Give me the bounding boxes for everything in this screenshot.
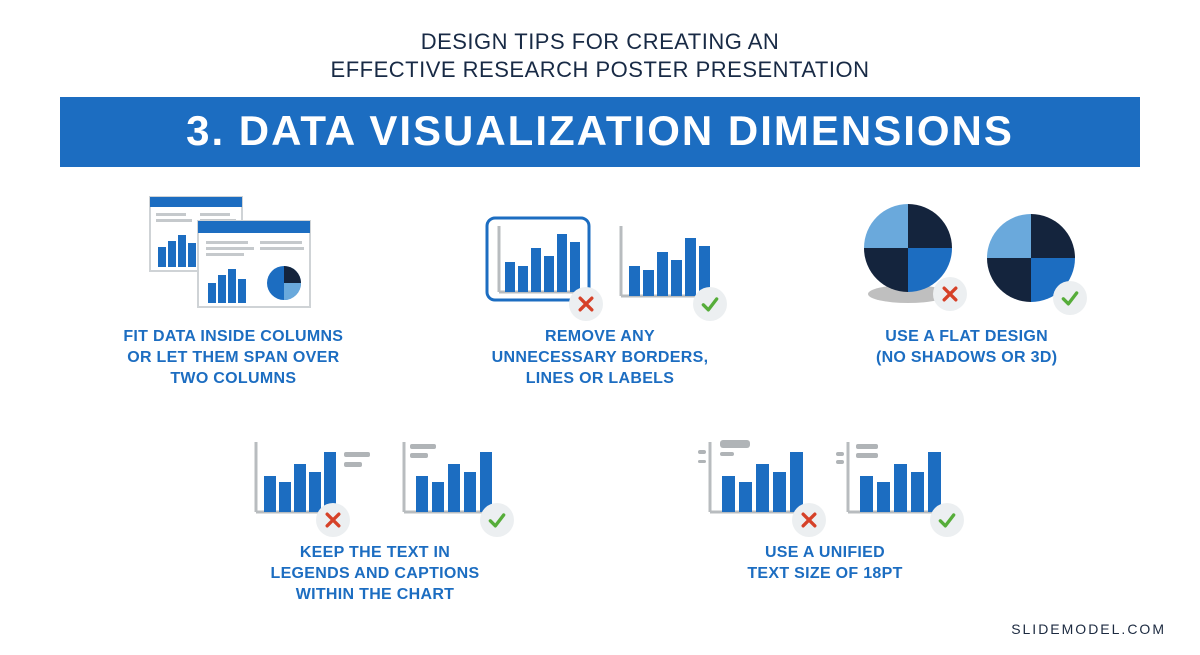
bar-legend-inside-icon bbox=[394, 430, 504, 529]
caption-line: UNNECESSARY BORDERS, bbox=[492, 349, 709, 366]
report-pair-icon bbox=[148, 193, 318, 313]
cross-icon bbox=[792, 503, 826, 537]
caption-line: LEGENDS AND CAPTIONS bbox=[271, 565, 480, 582]
tips-row-1: FIT DATA INSIDE COLUMNS OR LET THEM SPAN… bbox=[60, 193, 1140, 389]
caption-line: TWO COLUMNS bbox=[170, 370, 296, 387]
check-icon bbox=[930, 503, 964, 537]
check-icon bbox=[693, 287, 727, 321]
caption-line: USE A FLAT DESIGN bbox=[885, 328, 1048, 345]
tip-unified-text: USE A UNIFIED TEXT SIZE OF 18PT bbox=[660, 409, 990, 605]
tip-caption: REMOVE ANY UNNECESSARY BORDERS, LINES OR… bbox=[492, 327, 709, 389]
check-icon bbox=[480, 503, 514, 537]
tip-caption: USE A UNIFIED TEXT SIZE OF 18PT bbox=[747, 543, 902, 585]
bar-text-pair-icon bbox=[696, 409, 954, 529]
header-line-2: EFFECTIVE RESEARCH POSTER PRESENTATION bbox=[0, 56, 1200, 84]
tip-fit-columns: FIT DATA INSIDE COLUMNS OR LET THEM SPAN… bbox=[68, 193, 398, 389]
tip-remove-borders: REMOVE ANY UNNECESSARY BORDERS, LINES OR… bbox=[435, 193, 765, 389]
tip-caption: FIT DATA INSIDE COLUMNS OR LET THEM SPAN… bbox=[123, 327, 343, 389]
caption-line: FIT DATA INSIDE COLUMNS bbox=[123, 328, 343, 345]
cross-icon bbox=[933, 277, 967, 311]
tip-legends-inside: KEEP THE TEXT IN LEGENDS AND CAPTIONS WI… bbox=[210, 409, 540, 605]
tips-grid: FIT DATA INSIDE COLUMNS OR LET THEM SPAN… bbox=[60, 193, 1140, 606]
caption-line: KEEP THE TEXT IN bbox=[300, 544, 450, 561]
pie-flat-icon bbox=[981, 208, 1081, 313]
caption-line: TEXT SIZE OF 18PT bbox=[747, 565, 902, 582]
caption-line: USE A UNIFIED bbox=[765, 544, 885, 561]
check-icon bbox=[1053, 281, 1087, 315]
cross-icon bbox=[316, 503, 350, 537]
caption-line: (NO SHADOWS OR 3D) bbox=[876, 349, 1057, 366]
bar-chart-bordered-icon bbox=[483, 214, 593, 313]
bar-mixed-text-icon bbox=[696, 430, 816, 529]
tip-flat-design: USE A FLAT DESIGN (NO SHADOWS OR 3D) bbox=[802, 193, 1132, 389]
bar-uniform-text-icon bbox=[834, 430, 954, 529]
header: DESIGN TIPS FOR CREATING AN EFFECTIVE RE… bbox=[0, 0, 1200, 83]
bar-legend-outside-icon bbox=[246, 430, 376, 529]
caption-line: REMOVE ANY bbox=[545, 328, 655, 345]
header-line-1: DESIGN TIPS FOR CREATING AN bbox=[0, 28, 1200, 56]
section-banner: 3. DATA VISUALIZATION DIMENSIONS bbox=[60, 97, 1140, 167]
pie-pair-icon bbox=[853, 193, 1081, 313]
pie-shadow-icon bbox=[853, 198, 963, 313]
bar-chart-clean-icon bbox=[611, 214, 717, 313]
tips-row-2: KEEP THE TEXT IN LEGENDS AND CAPTIONS WI… bbox=[60, 409, 1140, 605]
bar-legend-pair-icon bbox=[246, 409, 504, 529]
tip-caption: KEEP THE TEXT IN LEGENDS AND CAPTIONS WI… bbox=[271, 543, 480, 605]
caption-line: LINES OR LABELS bbox=[526, 370, 675, 387]
caption-line: WITHIN THE CHART bbox=[296, 586, 455, 603]
cross-icon bbox=[569, 287, 603, 321]
bar-pair-icon bbox=[483, 193, 717, 313]
tip-caption: USE A FLAT DESIGN (NO SHADOWS OR 3D) bbox=[876, 327, 1057, 369]
caption-line: OR LET THEM SPAN OVER bbox=[127, 349, 339, 366]
footer-credit: SLIDEMODEL.COM bbox=[1011, 621, 1166, 637]
